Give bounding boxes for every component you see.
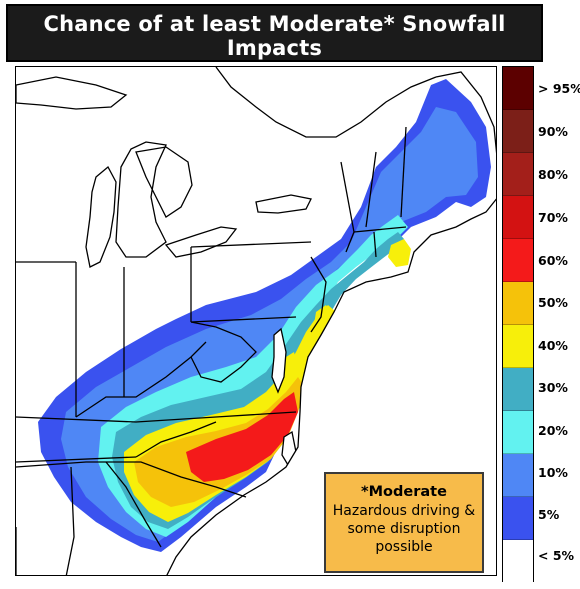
legend-swatch-80 xyxy=(503,153,533,196)
legend-label-95: > 95% xyxy=(538,81,580,96)
legend-labels: > 95% 90% 80% 70% 60% 50% 40% 30% 20% 10… xyxy=(538,66,580,582)
water-features xyxy=(16,76,312,467)
lake-erie xyxy=(164,226,238,258)
title-banner: Chance of at least Moderate* Snowfall Im… xyxy=(6,4,543,78)
note-title: *Moderate xyxy=(361,484,447,500)
legend-label-80: 80% xyxy=(538,167,568,182)
lake-ontario xyxy=(255,194,312,214)
note-body: Hazardous driving & some disruption poss… xyxy=(332,503,476,555)
legend-label-20: 20% xyxy=(538,423,568,438)
legend-label-70: 70% xyxy=(538,210,568,225)
probability-shading xyxy=(38,79,491,552)
legend-label-10: 10% xyxy=(538,465,568,480)
legend-swatch-90 xyxy=(503,110,533,153)
legend-swatch-10 xyxy=(503,454,533,497)
lake-huron xyxy=(135,146,193,218)
legend-label-90: 90% xyxy=(538,124,568,139)
legend-label-5: 5% xyxy=(538,507,560,522)
legend-swatch-20 xyxy=(503,411,533,454)
prob-zone-60pct xyxy=(186,392,298,482)
lake-michigan xyxy=(85,165,117,268)
legend-swatch-60 xyxy=(503,239,533,282)
legend-label-60: 60% xyxy=(538,253,568,268)
legend-swatch-5 xyxy=(503,497,533,540)
legend-swatch-50 xyxy=(503,282,533,325)
legend-label-50: 50% xyxy=(538,295,568,310)
legend-label-lt5: < 5% xyxy=(538,548,575,563)
map-title: Chance of at least Moderate* Snowfall Im… xyxy=(43,12,506,60)
moderate-definition-box: *Moderate Hazardous driving & some disru… xyxy=(324,472,484,573)
state-boundaries xyxy=(16,67,496,575)
legend-label-40: 40% xyxy=(538,338,568,353)
legend-swatch-95 xyxy=(503,67,533,110)
legend-swatch-70 xyxy=(503,196,533,239)
legend-color-bar xyxy=(502,66,534,582)
legend-swatch-30 xyxy=(503,368,533,411)
lake-superior xyxy=(16,76,128,110)
prob-zone-del-40pct xyxy=(283,352,298,379)
legend-swatch-40 xyxy=(503,325,533,368)
prob-zone-ne-40pct xyxy=(388,239,411,267)
eastern-us-map xyxy=(16,67,496,575)
chesapeake-bay xyxy=(271,327,287,394)
prob-zone-nj-40pct xyxy=(314,305,332,329)
legend-swatch-lt5 xyxy=(503,540,533,582)
legend-label-30: 30% xyxy=(538,380,568,395)
